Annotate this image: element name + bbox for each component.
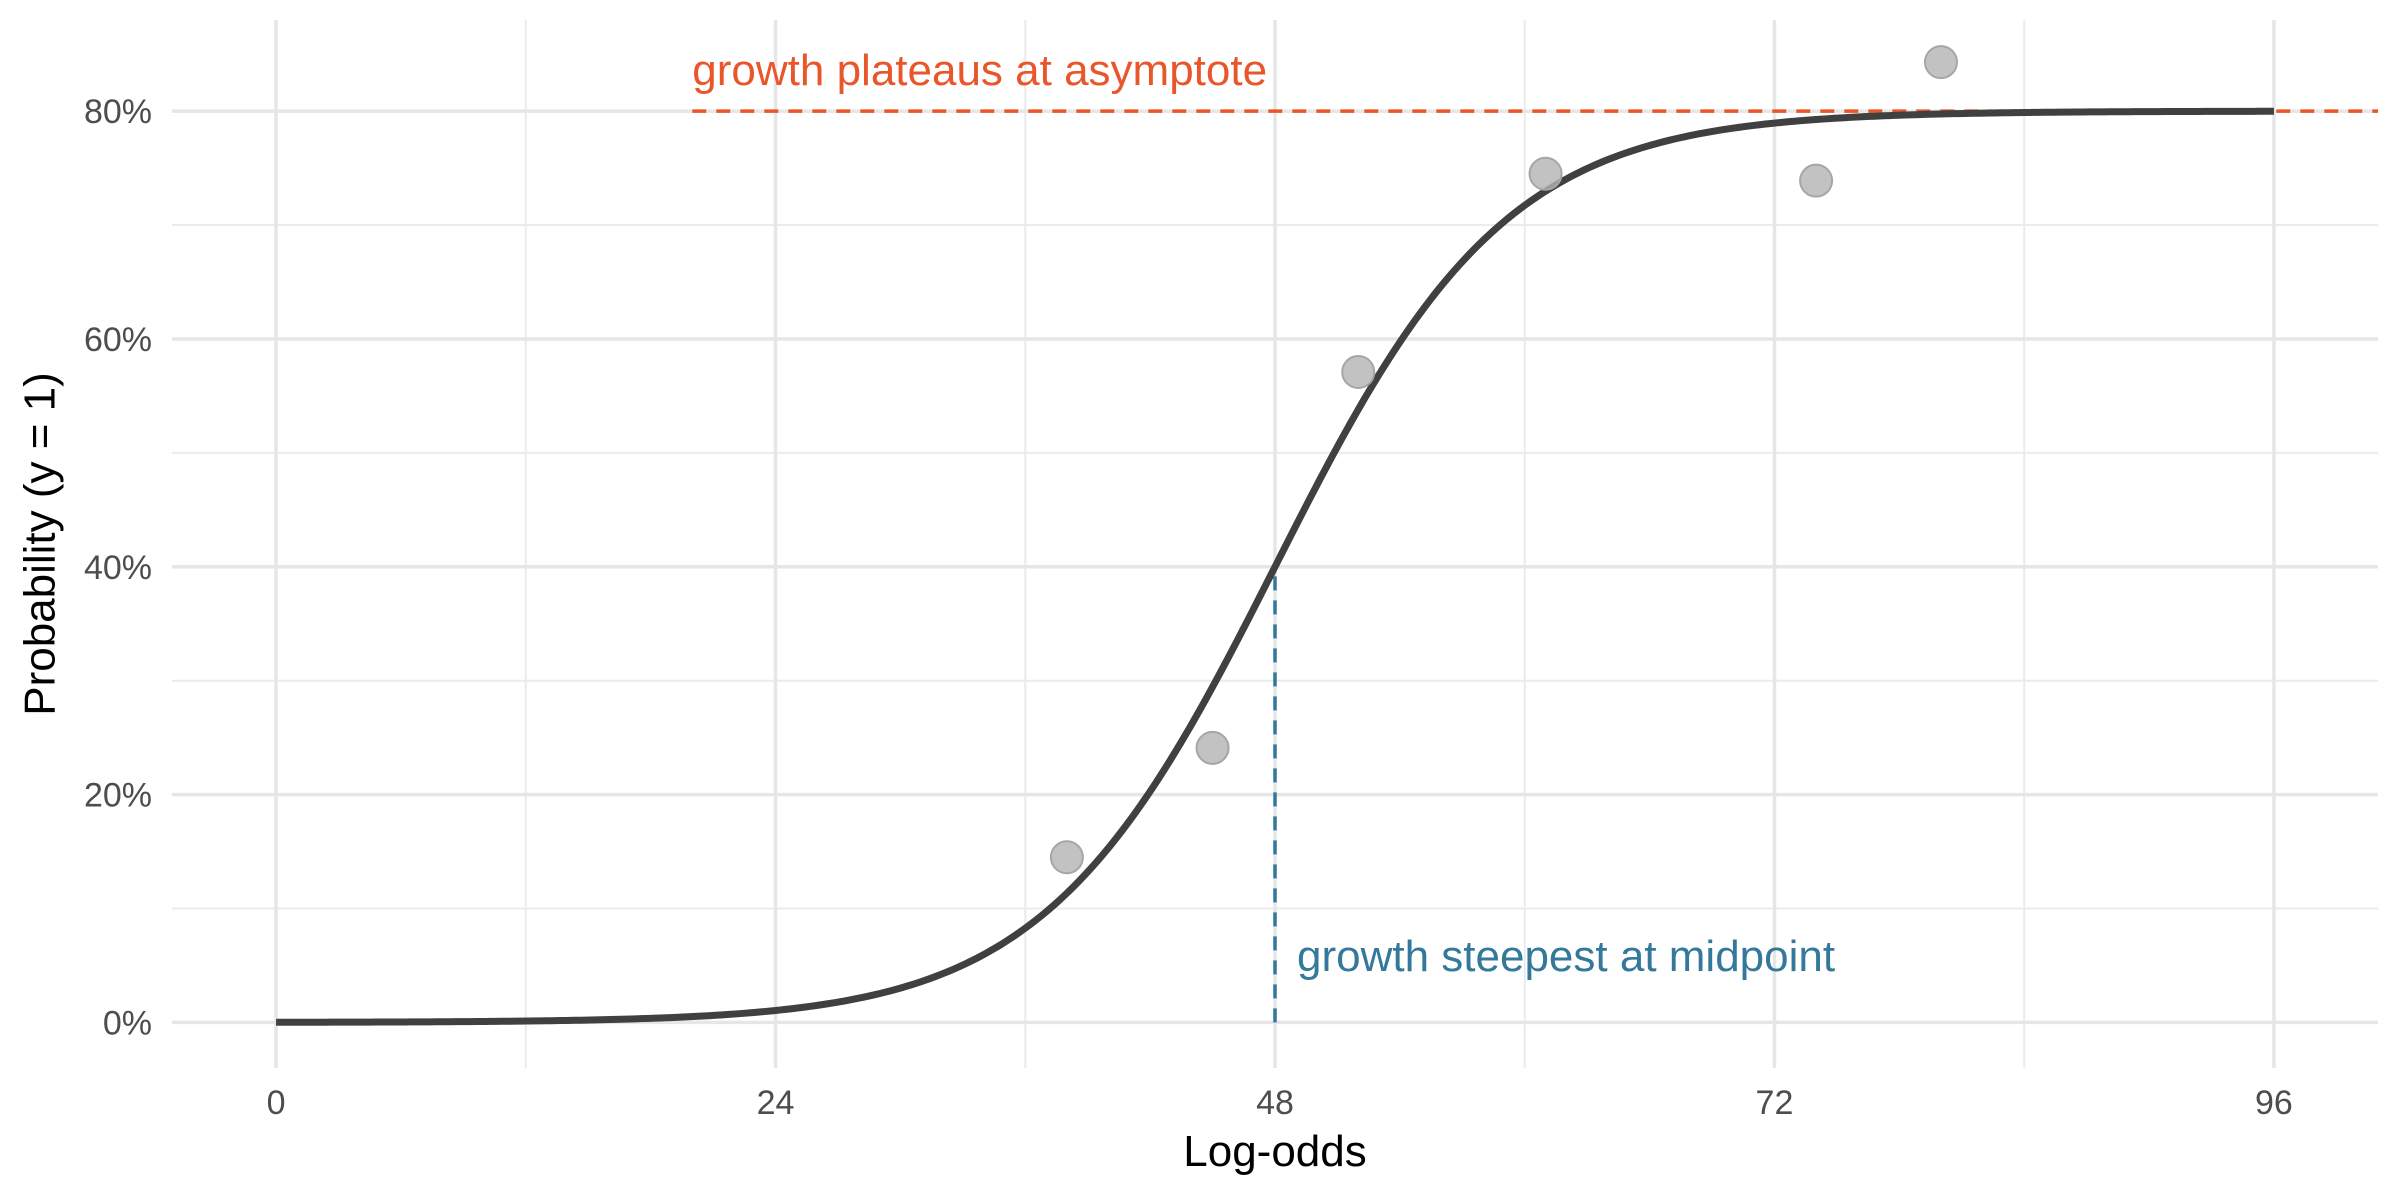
points-layer [1049,45,1958,875]
y-tick-label: 20% [84,777,152,815]
data-point [1195,730,1230,765]
logistic-curve [276,107,2274,1026]
y-tick-labels: 0% 20% 40% 60% 80% [84,93,152,1042]
y-tick-label: 0% [103,1004,152,1042]
x-tick-label: 72 [1756,1084,1794,1122]
data-point [1923,45,1958,80]
grid-major [172,20,2378,1068]
data-point [1341,354,1376,389]
data-point [1528,156,1563,191]
x-tick-labels: 0 24 48 72 96 [267,1084,2293,1122]
x-tick-label: 0 [267,1084,286,1122]
annotation-plateau: growth plateaus at asymptote [692,46,1267,95]
x-tick-label: 24 [757,1084,795,1122]
x-axis-title: Log-odds [1183,1127,1366,1176]
curve-layer [276,107,2274,1026]
annotation-midpoint: growth steepest at midpoint [1297,932,1835,981]
x-tick-label: 96 [2255,1084,2293,1122]
annotations: growth plateaus at asymptote growth stee… [692,46,1835,981]
x-tick-label: 48 [1256,1084,1294,1122]
y-tick-label: 80% [84,93,152,131]
data-point [1799,163,1834,198]
y-tick-label: 60% [84,321,152,359]
y-axis-title: Probability (y = 1) [16,372,65,716]
y-tick-label: 40% [84,549,152,587]
data-point [1049,840,1084,875]
